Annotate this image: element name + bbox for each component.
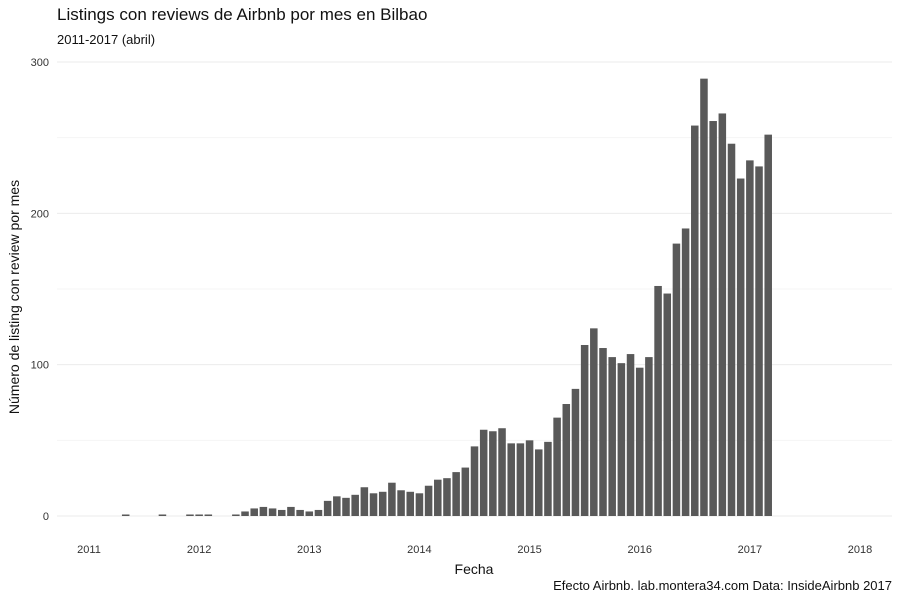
bar xyxy=(388,482,396,516)
bar xyxy=(571,388,580,516)
bar-layer xyxy=(121,78,772,517)
bar xyxy=(709,121,717,517)
x-tick-label: 2011 xyxy=(77,544,101,556)
bar xyxy=(608,357,616,516)
y-tick-label: 0 xyxy=(43,511,49,523)
bar xyxy=(727,143,736,516)
bar xyxy=(718,113,727,516)
bar xyxy=(489,431,497,516)
bar xyxy=(424,485,433,516)
bar xyxy=(378,491,387,516)
x-axis-title: Fecha xyxy=(455,561,494,577)
bar xyxy=(195,514,203,516)
x-tick-label: 2013 xyxy=(297,544,321,556)
bar xyxy=(397,490,405,516)
bar xyxy=(287,506,295,516)
bar xyxy=(764,134,772,516)
bar xyxy=(268,508,277,516)
y-tick-label: 100 xyxy=(31,360,49,372)
bar xyxy=(241,511,249,516)
bar xyxy=(342,497,350,516)
bar xyxy=(333,496,341,516)
chart-title: Listings con reviews de Airbnb por mes e… xyxy=(57,5,428,24)
bar xyxy=(617,363,626,516)
x-tick-label: 2016 xyxy=(627,544,651,556)
bar xyxy=(544,441,552,516)
bar xyxy=(204,514,213,516)
bar xyxy=(360,487,369,516)
bar xyxy=(755,166,763,517)
bar xyxy=(663,293,672,516)
x-tick-label: 2012 xyxy=(187,544,211,556)
bar xyxy=(186,514,194,516)
tick-layer: 0 100 200 300 2011 2012 2013 2014 2015 2016 2017 20… xyxy=(31,57,873,556)
bar xyxy=(562,404,571,516)
bar xyxy=(415,493,424,516)
bar xyxy=(250,508,258,516)
bar xyxy=(277,509,286,516)
bar xyxy=(672,243,681,516)
x-tick-label: 2017 xyxy=(738,544,762,556)
bar xyxy=(736,178,745,516)
bar xyxy=(470,446,479,516)
bar xyxy=(369,493,378,516)
bar xyxy=(516,443,525,516)
bar xyxy=(681,228,690,516)
bar xyxy=(645,357,653,516)
bar xyxy=(534,449,543,516)
bar xyxy=(580,344,589,516)
y-tick-label: 300 xyxy=(31,57,49,69)
bar xyxy=(691,125,699,516)
bar xyxy=(232,514,240,516)
bar xyxy=(351,494,359,516)
bar xyxy=(590,328,598,516)
bar xyxy=(553,417,561,516)
y-axis-title: Número de listing con review por mes xyxy=(6,180,22,414)
bar xyxy=(121,514,130,516)
y-tick-label: 200 xyxy=(31,208,49,220)
bar xyxy=(507,443,515,516)
bar xyxy=(434,479,442,516)
bar xyxy=(635,367,644,516)
bar xyxy=(700,78,708,517)
bar xyxy=(158,514,167,516)
bar xyxy=(626,354,635,516)
bar xyxy=(452,472,460,516)
chart-caption: Efecto Airbnb. lab.montera34.com Data: I… xyxy=(553,578,892,593)
bar xyxy=(443,478,451,516)
bar xyxy=(746,160,754,516)
x-tick-label: 2014 xyxy=(407,544,431,556)
x-tick-label: 2018 xyxy=(848,544,872,556)
bar xyxy=(305,511,314,516)
x-tick-label: 2015 xyxy=(517,544,541,556)
bar xyxy=(461,467,470,516)
chart-subtitle: 2011-2017 (abril) xyxy=(57,32,156,47)
bar xyxy=(498,428,506,516)
bar xyxy=(406,491,415,516)
bar xyxy=(654,285,662,516)
bar xyxy=(479,429,488,516)
bar xyxy=(323,500,332,516)
bar xyxy=(525,440,534,516)
bar xyxy=(259,506,268,516)
bar xyxy=(599,348,607,516)
bar xyxy=(314,509,323,516)
bar xyxy=(296,509,304,516)
